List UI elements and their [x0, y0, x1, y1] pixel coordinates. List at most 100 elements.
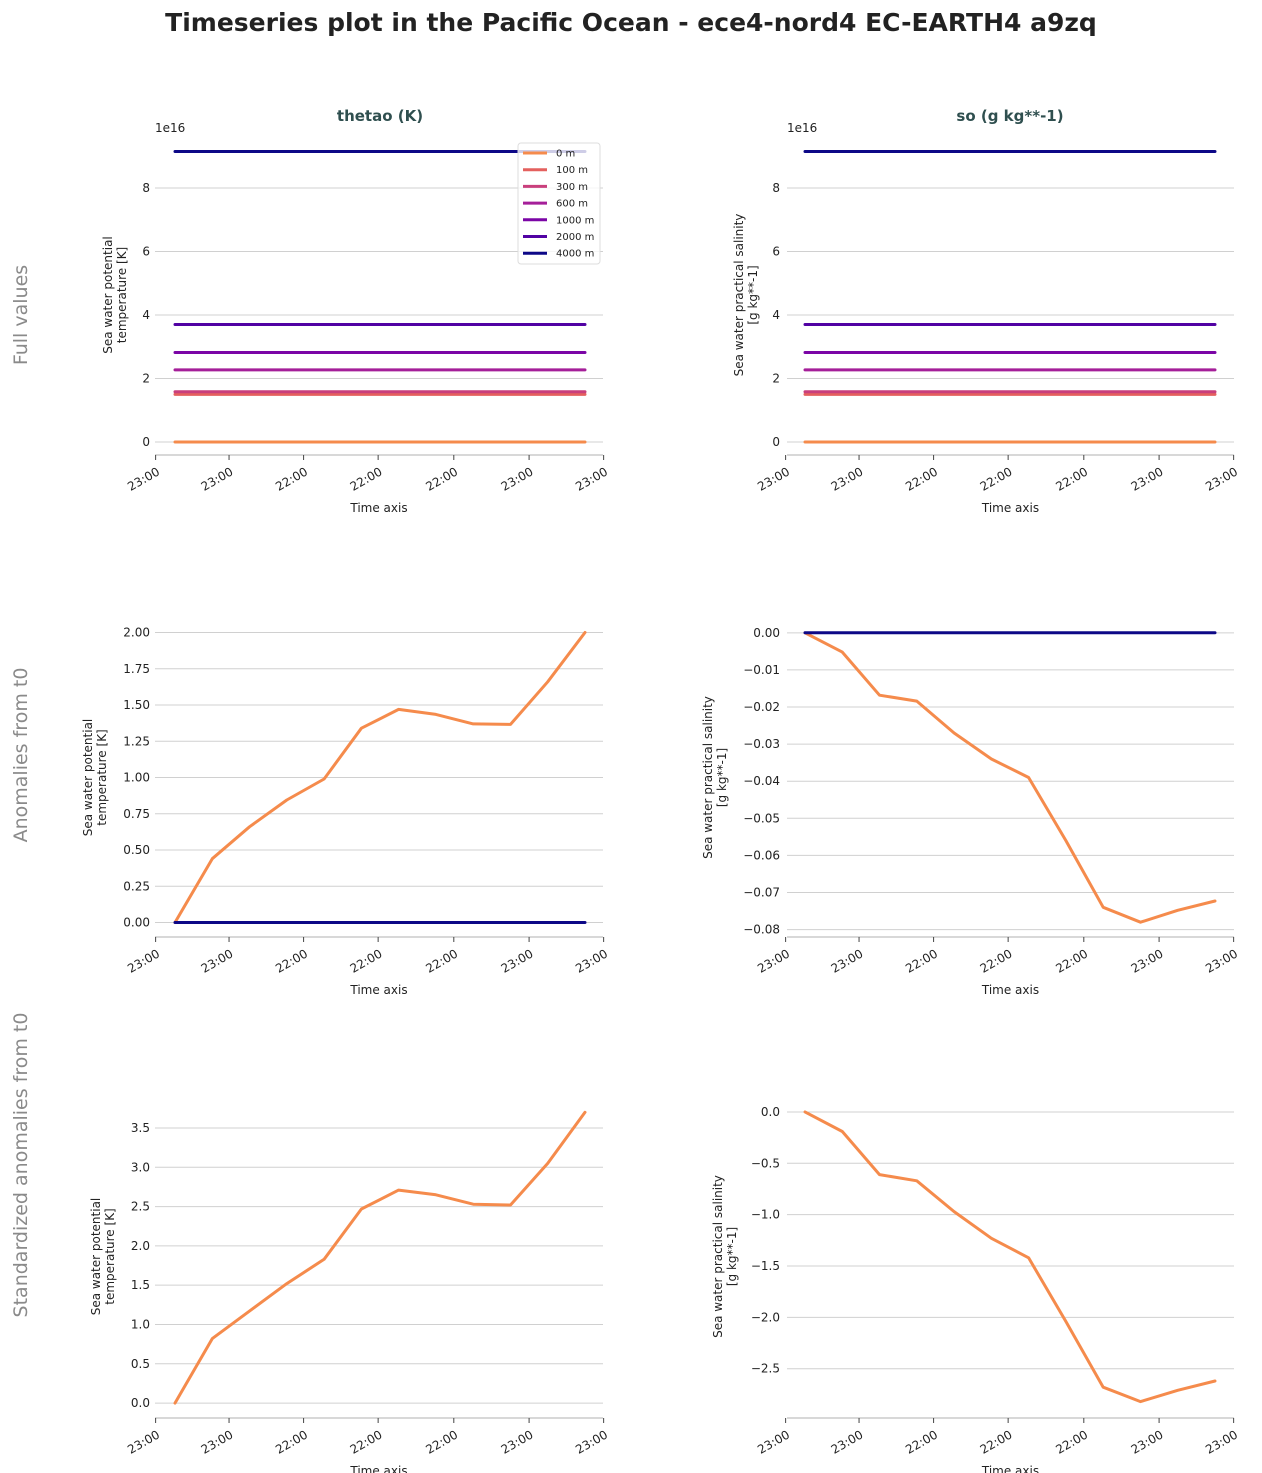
y-tick-label: 0.00 — [753, 626, 780, 640]
y-tick-label: −1.0 — [751, 1208, 780, 1222]
x-axis-label: Time axis — [349, 983, 407, 997]
y-tick-label: −0.01 — [743, 663, 780, 677]
column-title-thetao: thetao (K) — [337, 107, 423, 125]
legend-entry: 300 m — [556, 182, 588, 193]
row-title-anomalies: Anomalies from t0 — [10, 668, 32, 843]
x-tick-label: 23:00 — [829, 464, 866, 493]
y-tick-label: −0.5 — [751, 1156, 780, 1170]
legend-entry: 1000 m — [556, 215, 594, 226]
x-tick-label: 22:00 — [978, 946, 1015, 975]
legend: 0 m 100 m 300 m 600 m 1000 m 2000 m 4000 m — [517, 142, 601, 265]
y-tick-label: 0.25 — [123, 879, 150, 893]
x-tick-label: 23:00 — [1203, 946, 1240, 975]
y-axis-label: Sea water potential — [101, 236, 115, 354]
x-tick-label: 23:00 — [499, 464, 536, 493]
y-tick-label: 1.00 — [123, 771, 150, 785]
x-tick-label: 22:00 — [1053, 946, 1090, 975]
y-offset-text: 1e16 — [787, 121, 817, 135]
legend-box — [517, 142, 601, 265]
y-tick-label: −0.02 — [743, 700, 780, 714]
legend-entry: 0 m — [556, 149, 575, 160]
panel-2-1: 0.0 −0.5 −1.0 −1.5 −2.0 −2.5 23:00 23:00 22:00 22… — [711, 1105, 1240, 1473]
x-tick-label: 23:00 — [755, 464, 792, 493]
x-tick-label: 23:00 — [829, 1427, 866, 1456]
y-tick-label: −0.07 — [743, 885, 780, 899]
x-tick-label: 22:00 — [978, 464, 1015, 493]
x-axis-label: Time axis — [981, 983, 1039, 997]
x-tick-label: 22:00 — [348, 1427, 385, 1456]
y-tick-label: 3.5 — [131, 1121, 150, 1135]
x-tick-label: 23:00 — [499, 1427, 536, 1456]
y-axis-label: Sea water practical salinity — [711, 1175, 725, 1338]
x-tick-label: 23:00 — [573, 946, 610, 975]
x-tick-label: 22:00 — [423, 1427, 460, 1456]
y-tick-label: 0 — [142, 435, 150, 449]
y-tick-label: −0.05 — [743, 811, 780, 825]
x-tick-label: 23:00 — [199, 1427, 236, 1456]
panel-0-1: 0 2 4 6 8 23:00 23:00 22:00 22:00 22:00 23:00 23:00… — [732, 121, 1240, 515]
x-tick-label: 22:00 — [348, 946, 385, 975]
y-axis-label: Sea water practical salinity — [732, 214, 746, 377]
y-axis-label: [g kg**-1] — [715, 748, 729, 807]
x-tick-label: 23:00 — [755, 946, 792, 975]
y-axis-label: [g kg**-1] — [725, 1227, 739, 1286]
x-tick-label: 23:00 — [1203, 464, 1240, 493]
legend-entry: 4000 m — [556, 249, 594, 260]
x-tick-label: 23:00 — [1129, 1427, 1166, 1456]
y-axis-label: Sea water potential — [81, 719, 95, 837]
x-axis-label: Time axis — [981, 1464, 1039, 1473]
y-tick-label: 6 — [142, 245, 150, 259]
panel-2-0: 0.0 0.5 1.0 1.5 2.0 2.5 3.0 3.5 23:00 23:00 22:00 2… — [89, 1110, 610, 1473]
x-tick-label: 23:00 — [573, 1427, 610, 1456]
x-tick-label: 23:00 — [125, 946, 162, 975]
y-tick-label: 2.5 — [131, 1200, 150, 1214]
y-tick-label: 0.5 — [131, 1357, 150, 1371]
x-tick-label: 23:00 — [199, 946, 236, 975]
x-tick-label: 22:00 — [1053, 464, 1090, 493]
legend-entry: 2000 m — [556, 232, 594, 243]
series-line-0-m — [173, 1110, 587, 1405]
x-tick-label: 23:00 — [499, 946, 536, 975]
y-tick-label: 2 — [772, 371, 780, 385]
y-tick-label: −0.04 — [743, 774, 780, 788]
y-tick-label: 1.5 — [131, 1278, 150, 1292]
legend-entry: 100 m — [556, 165, 588, 176]
x-tick-label: 23:00 — [125, 1427, 162, 1456]
x-tick-label: 23:00 — [1203, 1427, 1240, 1456]
y-axis-label: [g kg**-1] — [746, 265, 760, 324]
panel-1-0: 0.00 0.25 0.50 0.75 1.00 1.25 1.50 1.75 2.00 23:0… — [81, 626, 610, 998]
x-tick-label: 23:00 — [1129, 464, 1166, 493]
y-tick-label: 2.0 — [131, 1239, 150, 1253]
y-tick-label: −2.0 — [751, 1310, 780, 1324]
panel-1-1: 0.00 −0.01 −0.02 −0.03 −0.04 −0.05 −0.06 −0.07 −… — [701, 626, 1240, 997]
figure-title: Timeseries plot in the Pacific Ocean - e… — [165, 8, 1097, 37]
x-axis-label: Time axis — [349, 501, 407, 515]
y-tick-label: 1.0 — [131, 1317, 150, 1331]
y-axis-label: temperature [K] — [95, 729, 109, 825]
y-tick-label: 1.25 — [123, 734, 150, 748]
y-tick-label: 1.75 — [123, 662, 150, 676]
x-tick-label: 22:00 — [903, 1427, 940, 1456]
row-title-full-values: Full values — [10, 265, 32, 365]
y-tick-label: 0.50 — [123, 843, 150, 857]
x-tick-label: 22:00 — [978, 1427, 1015, 1456]
x-tick-label: 23:00 — [1129, 946, 1166, 975]
y-tick-label: 4 — [142, 308, 150, 322]
y-axis-label: Sea water practical salinity — [701, 696, 715, 859]
column-title-so: so (g kg**-1) — [956, 107, 1063, 125]
y-tick-label: 0.75 — [123, 807, 150, 821]
y-tick-label: −1.5 — [751, 1259, 780, 1273]
x-tick-label: 23:00 — [199, 464, 236, 493]
y-tick-label: 6 — [772, 245, 780, 259]
y-tick-label: 8 — [142, 181, 150, 195]
y-axis-label: temperature [K] — [115, 247, 129, 343]
y-axis-label: temperature [K] — [103, 1208, 117, 1304]
x-axis-label: Time axis — [981, 501, 1039, 515]
y-tick-label: −2.5 — [751, 1362, 780, 1376]
x-tick-label: 22:00 — [423, 464, 460, 493]
x-tick-label: 22:00 — [348, 464, 385, 493]
y-offset-text: 1e16 — [155, 121, 185, 135]
y-tick-label: 4 — [772, 308, 780, 322]
y-tick-label: −0.08 — [743, 923, 780, 937]
